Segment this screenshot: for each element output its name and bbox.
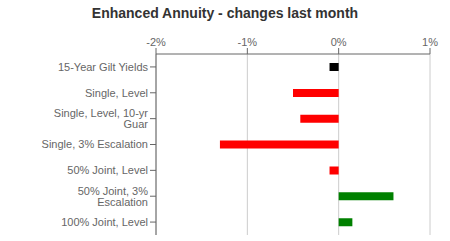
html-text:Enhanced Annuity - changes las: Enhanced Annuity - changes last month bbox=[91, 5, 359, 21]
svg-text:1%: 1% bbox=[422, 36, 438, 48]
svg-text:Single, 3% Escalation: Single, 3% Escalation bbox=[42, 138, 148, 150]
svg-text:-1%: -1% bbox=[238, 36, 258, 48]
svg-text:15-Year Gilt Yields: 15-Year Gilt Yields bbox=[58, 61, 149, 73]
svg-text:-2%: -2% bbox=[146, 36, 166, 48]
svg-text:Single, Level, 10-yrGuar: Single, Level, 10-yrGuar bbox=[54, 107, 148, 130]
svg-text:0%: 0% bbox=[331, 36, 347, 48]
svg-text:100% Joint, Level: 100% Joint, Level bbox=[61, 216, 148, 228]
svg-text:Single, Level: Single, Level bbox=[85, 87, 148, 99]
svg-text:50% Joint, Level: 50% Joint, Level bbox=[67, 164, 148, 176]
svg-text:50% Joint, 3%Escalation: 50% Joint, 3%Escalation bbox=[78, 185, 149, 208]
